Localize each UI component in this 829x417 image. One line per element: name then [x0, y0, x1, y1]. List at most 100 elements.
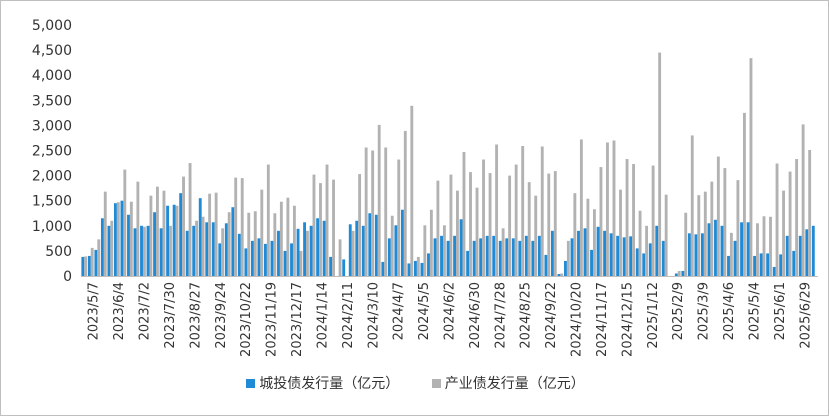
- x-tick-label: 2024/1/14: [315, 282, 330, 349]
- bar-chanye: [690, 135, 694, 276]
- bar-chengtou: [420, 262, 424, 276]
- bar-chanye: [632, 164, 635, 276]
- bar-chengtou: [374, 214, 378, 276]
- x-tick-label: 2023/6/4: [112, 282, 127, 340]
- bar-chengtou: [94, 249, 98, 276]
- bar-chengtou: [492, 235, 496, 276]
- bar-chanye: [234, 177, 238, 276]
- bar-chengtou: [133, 228, 137, 276]
- bar-chengtou: [172, 204, 176, 276]
- bar-chanye: [749, 58, 753, 276]
- bar-chanye: [651, 165, 655, 276]
- legend: 城投债发行量（亿元） 产业债发行量（亿元）: [1, 373, 829, 393]
- bar-chanye: [299, 250, 303, 276]
- legend-swatch-chanye: [431, 378, 441, 388]
- bar-chanye: [488, 173, 492, 276]
- bar-chanye: [540, 146, 544, 276]
- bar-chengtou: [661, 240, 665, 276]
- bar-chanye: [266, 164, 270, 276]
- x-tick-label: 2023/12/17: [290, 282, 305, 357]
- bar-chengtou: [283, 250, 287, 276]
- x-tick-label: 2023/5/7: [87, 282, 102, 340]
- bar-chengtou: [257, 238, 261, 276]
- bar-chanye: [462, 152, 466, 276]
- bar-chengtou: [687, 233, 691, 276]
- bar-chengtou: [407, 263, 411, 276]
- bar-chanye: [227, 212, 231, 276]
- bar-chengtou: [609, 233, 613, 276]
- bar-chanye: [247, 212, 251, 276]
- bar-chanye: [449, 174, 453, 276]
- bar-chanye: [508, 175, 512, 276]
- x-tick-label: 2023/10/22: [239, 282, 254, 357]
- y-tick-label: 500: [45, 244, 72, 260]
- y-tick-label: 1,000: [32, 219, 72, 235]
- bar-chanye: [495, 144, 499, 276]
- bar-chanye: [142, 226, 146, 276]
- x-tick-label: 2024/4/7: [392, 282, 407, 340]
- bar-chengtou: [779, 254, 783, 276]
- bar-chanye: [188, 163, 192, 276]
- bar-chengtou: [316, 218, 320, 276]
- bar-chengtou: [87, 255, 91, 276]
- bar-chengtou: [198, 198, 202, 276]
- bar-chanye: [645, 225, 649, 276]
- bar-chanye: [338, 239, 342, 276]
- bar-chengtou: [237, 233, 241, 276]
- y-axis: 0 500 1,000 1,500 2,000 2,500 3,000 3,500 4,000 4…: [32, 18, 72, 285]
- bar-chanye: [103, 191, 107, 276]
- bar-chanye: [240, 178, 244, 276]
- bar-chengtou: [603, 230, 607, 276]
- x-tick-label: 2024/3/10: [366, 282, 381, 349]
- x-tick-label: 2024/5/5: [417, 282, 432, 340]
- bar-chengtou: [303, 222, 307, 276]
- bar-chengtou: [342, 259, 346, 276]
- bar-chanye: [403, 130, 407, 276]
- bar-chanye: [534, 195, 538, 276]
- bar-chengtou: [427, 253, 430, 276]
- x-tick-label: 2024/7/28: [493, 282, 508, 349]
- x-tick-label: 2025/2/9: [671, 282, 686, 340]
- bar-chengtou: [348, 224, 352, 276]
- bar-chanye: [658, 52, 662, 276]
- bar-chengtou: [740, 222, 743, 276]
- bar-chanye: [756, 223, 759, 276]
- bar-chengtou: [811, 225, 815, 276]
- bar-chengtou: [616, 235, 620, 276]
- bar-chengtou: [798, 235, 802, 276]
- bar-chanye: [97, 239, 101, 276]
- bar-chengtou: [642, 253, 646, 276]
- bar-chengtou: [785, 235, 789, 276]
- bar-chanye: [482, 159, 485, 276]
- bar-chengtou: [166, 205, 170, 276]
- x-tick-label: 2025/3/9: [697, 282, 712, 340]
- bar-chengtou: [466, 250, 470, 276]
- bar-chengtou: [622, 237, 626, 276]
- bar-chanye: [606, 142, 609, 276]
- x-tick-label: 2024/6/2: [443, 282, 458, 340]
- bar-chanye: [808, 150, 812, 276]
- bar-chengtou: [107, 225, 111, 276]
- x-tick-label: 2023/11/19: [265, 282, 280, 357]
- bar-chanye: [312, 174, 316, 276]
- bar-chengtou: [400, 209, 404, 276]
- bar-chanye: [560, 273, 564, 276]
- bar-chengtou: [570, 238, 574, 276]
- legend-swatch-chengtou: [246, 378, 256, 388]
- bar-chanye: [90, 247, 94, 276]
- x-tick-label: 2024/8/25: [519, 282, 534, 349]
- legend-label-chengtou: 城投债发行量（亿元）: [259, 376, 400, 392]
- bar-chanye: [410, 105, 414, 276]
- bar-chanye: [612, 140, 616, 276]
- bar-chanye: [592, 209, 596, 276]
- bar-chengtou: [648, 243, 652, 276]
- bar-chengtou: [733, 240, 737, 276]
- y-tick-label: 4,500: [32, 43, 72, 59]
- bars: [81, 52, 815, 277]
- bar-chengtou: [479, 238, 483, 276]
- bar-chengtou: [635, 248, 639, 276]
- bar-chengtou: [759, 253, 763, 276]
- bar-chanye: [253, 211, 257, 276]
- bar-chengtou: [472, 240, 476, 276]
- bar-chengtou: [414, 260, 417, 276]
